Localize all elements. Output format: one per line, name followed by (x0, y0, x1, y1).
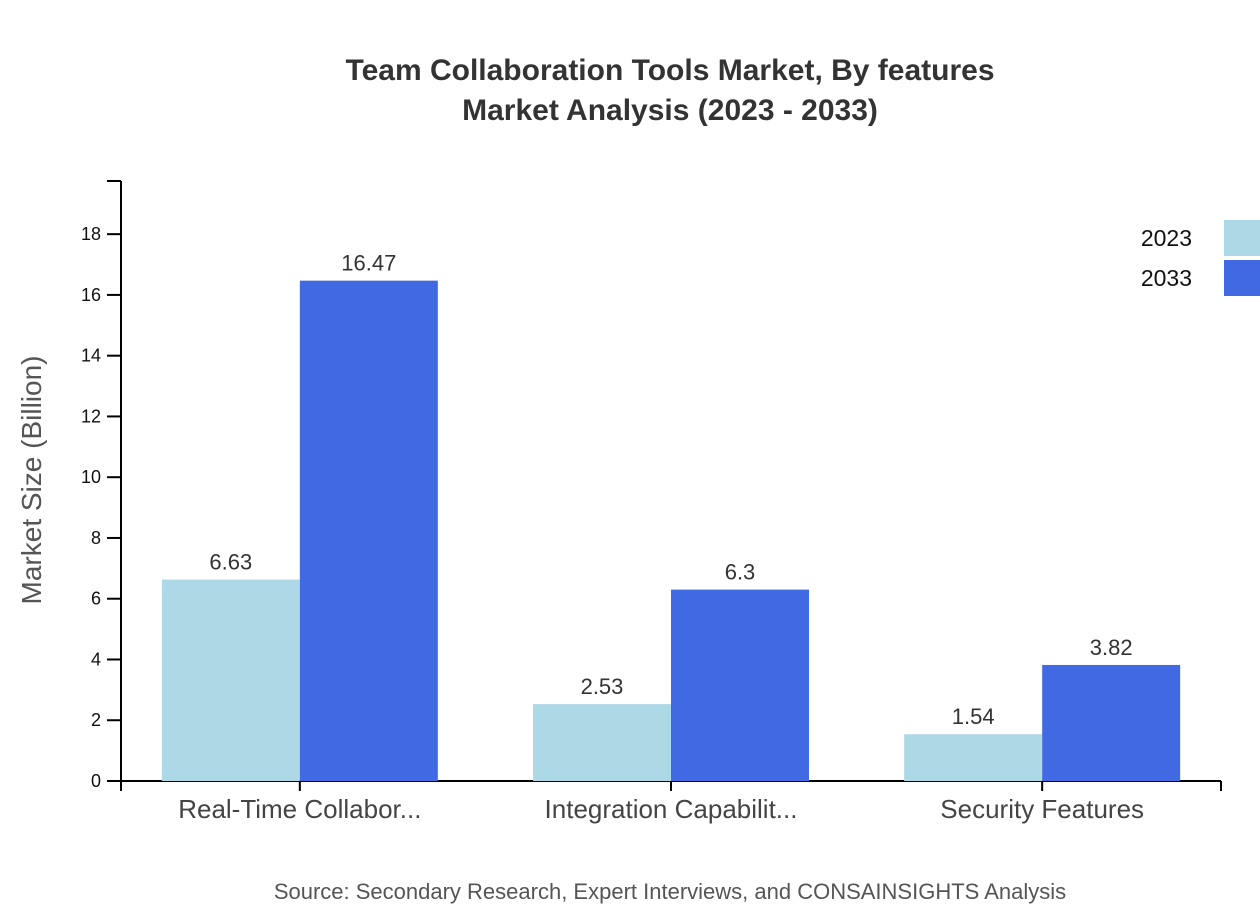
bar-2033-3 (1042, 664, 1181, 781)
data-label: 2.53 (581, 674, 624, 699)
y-tick-label: 18 (81, 224, 101, 244)
x-tick-label: Real-Time Collabor... (178, 794, 421, 824)
bars-group (161, 280, 1181, 781)
x-tick-label: Integration Capabilit... (545, 794, 798, 824)
x-tick-label: Security Features (940, 794, 1144, 824)
y-tick-label: 2 (91, 710, 101, 730)
bar-2023-3 (904, 734, 1043, 781)
data-label: 3.82 (1090, 635, 1133, 660)
y-tick-label: 4 (91, 649, 101, 669)
y-tick-label: 6 (91, 589, 101, 609)
legend-label-2033: 2033 (1141, 265, 1192, 291)
y-tick-label: 12 (81, 406, 101, 426)
y-axis-label: Market Size (Billion) (16, 356, 47, 605)
data-label: 6.3 (725, 560, 756, 585)
y-tick-label: 16 (81, 285, 101, 305)
bar-2023-1 (161, 579, 300, 781)
chart-subtitle: Market Analysis (2023 - 2033) (462, 94, 878, 127)
data-label: 16.47 (341, 251, 396, 276)
bar-2033-2 (671, 589, 809, 781)
chart-title: Team Collaboration Tools Market, By feat… (345, 54, 994, 87)
y-tick-label: 14 (81, 346, 101, 366)
y-axis: 0 2 4 6 8 10 12 14 16 18 (81, 180, 122, 791)
y-tick-label: 0 (91, 771, 101, 791)
source-note: Source: Secondary Research, Expert Inter… (274, 879, 1066, 904)
legend-swatch-2023 (1224, 220, 1260, 256)
legend: 2023 2033 (1141, 220, 1260, 296)
y-tick-label: 10 (81, 467, 101, 487)
legend-swatch-2033 (1224, 260, 1260, 296)
y-tick-label: 8 (91, 528, 101, 548)
data-labels-group: 6.63 16.47 2.53 6.3 1.54 3.82 (209, 251, 1132, 730)
bar-2033-1 (299, 280, 438, 781)
data-label: 6.63 (209, 550, 252, 575)
legend-label-2023: 2023 (1141, 225, 1192, 251)
bar-2023-2 (533, 704, 671, 781)
x-axis: Real-Time Collabor... Integration Capabil… (120, 780, 1222, 824)
data-label: 1.54 (952, 704, 995, 729)
